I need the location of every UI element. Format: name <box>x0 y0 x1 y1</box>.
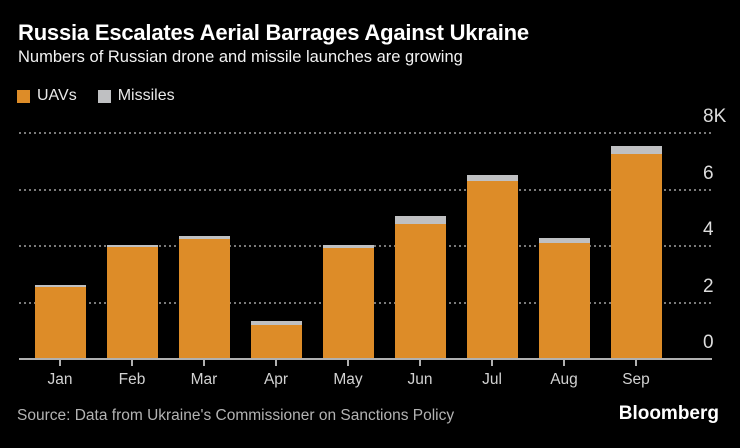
bar-segment-uavs-sep <box>610 153 662 359</box>
x-axis-tick <box>491 359 493 366</box>
x-axis-tick <box>347 359 349 366</box>
x-axis-label: Sep <box>622 371 650 388</box>
bar-segment-uavs-jul <box>466 180 518 359</box>
bar-segment-uavs-mar <box>178 239 230 359</box>
bar-segment-missiles-apr <box>250 320 302 326</box>
legend-item-uavs: UAVs <box>17 87 77 105</box>
bar-segment-uavs-jan <box>34 286 86 359</box>
y-axis-label: 4 <box>703 219 714 240</box>
x-axis-label: May <box>333 371 363 388</box>
legend-label-missiles: Missiles <box>117 87 175 104</box>
x-axis-line <box>19 358 712 360</box>
x-axis-tick <box>131 359 133 366</box>
bar-segment-missiles-jan <box>34 284 86 287</box>
bar-segment-missiles-jul <box>466 174 518 181</box>
legend-label-uavs: UAVs <box>37 87 77 104</box>
x-axis-tick <box>635 359 637 366</box>
bar-segment-uavs-may <box>322 248 374 359</box>
bar-segment-missiles-jun <box>394 215 446 224</box>
uavs-color-swatch-icon <box>17 89 30 103</box>
x-axis-tick <box>59 359 61 366</box>
x-axis-tick <box>275 359 277 366</box>
x-axis-label: Aug <box>550 371 578 388</box>
y-axis-label: 0 <box>703 332 714 353</box>
y-axis-label: 2 <box>703 275 714 297</box>
bar-segment-uavs-jun <box>394 223 446 359</box>
chart-subtitle: Numbers of Russian drone and missile lau… <box>18 48 463 66</box>
x-axis-tick <box>419 359 421 366</box>
x-axis-tick <box>563 359 565 366</box>
bar-segment-missiles-sep <box>610 145 662 154</box>
legend-item-missiles: Missiles <box>97 87 175 105</box>
missiles-color-swatch-icon <box>97 89 111 103</box>
bloomberg-logo: Bloomberg <box>618 403 719 424</box>
chart-title: Russia Escalates Aerial Barrages Against… <box>18 20 529 45</box>
gridline <box>19 132 712 134</box>
x-axis-label: Jul <box>482 371 502 388</box>
legend: UAVs Missiles <box>17 87 175 105</box>
bar-segment-missiles-may <box>322 244 374 249</box>
bar-segment-uavs-feb <box>106 247 158 359</box>
x-axis-label: Jan <box>47 371 73 388</box>
gridline <box>19 188 712 191</box>
source-note: Source: Data from Ukraine's Commissioner… <box>17 407 455 424</box>
x-axis-label: Feb <box>118 371 146 388</box>
bar-segment-missiles-mar <box>178 236 230 240</box>
bar-segment-uavs-apr <box>250 325 302 359</box>
x-axis-label: Mar <box>190 371 218 388</box>
x-axis-label: Apr <box>263 371 289 388</box>
bar-segment-uavs-aug <box>538 243 590 359</box>
x-axis-label: Jun <box>407 371 433 388</box>
y-axis-label: 6 <box>703 162 714 184</box>
bar-segment-missiles-feb <box>106 245 158 248</box>
bar-segment-missiles-aug <box>538 238 590 244</box>
y-axis-label: 8K <box>703 106 727 127</box>
x-axis-tick <box>203 359 205 366</box>
